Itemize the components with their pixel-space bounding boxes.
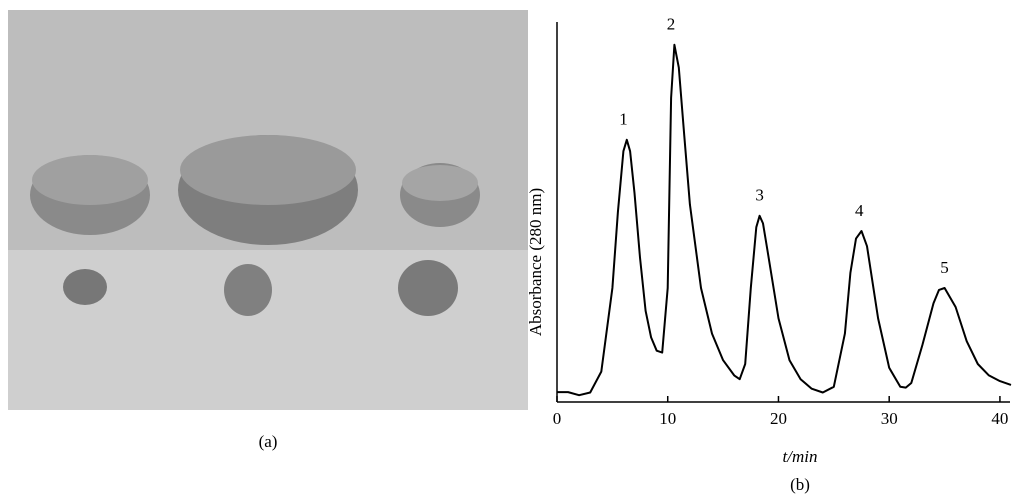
data-line: [557, 43, 1012, 397]
x-tick-label: 0: [553, 409, 562, 428]
photo-object: [398, 260, 458, 316]
peak-label: 3: [755, 186, 764, 205]
x-tick-label: 40: [991, 409, 1008, 428]
photo-object: [224, 264, 272, 316]
x-tick-label: 20: [770, 409, 787, 428]
caption: (a): [259, 432, 278, 451]
caption: (b): [790, 475, 810, 494]
peak-label: 5: [940, 258, 949, 277]
photo-object: [180, 135, 356, 205]
peak-label: 1: [619, 110, 628, 129]
photo: [8, 10, 528, 410]
x-axis-label: t/min: [783, 447, 818, 466]
photo-object: [402, 165, 478, 201]
peak-label: 4: [855, 201, 864, 220]
photo-object: [63, 269, 107, 305]
photo-object: [32, 155, 148, 205]
peak-label: 2: [667, 15, 676, 34]
x-tick-label: 10: [659, 409, 676, 428]
x-tick-label: 30: [881, 409, 898, 428]
y-axis-label: Absorbance (280 nm): [526, 188, 545, 336]
